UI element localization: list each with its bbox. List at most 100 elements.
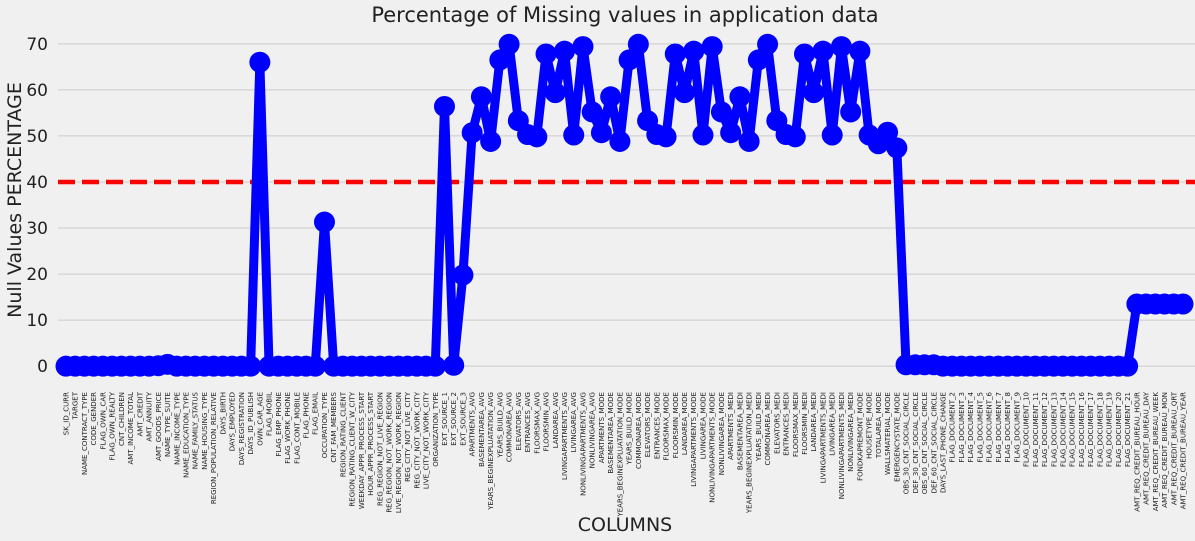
- data-point: [609, 130, 631, 152]
- x-tick-label: NAME_FAMILY_STATUS: [192, 391, 200, 469]
- x-tick-label: WALLSMATERIAL_MODE: [884, 392, 892, 475]
- x-tick-label: DAYS_BIRTH: [219, 392, 227, 435]
- x-tick-label: YEARS_BUILD_MODE: [626, 392, 634, 465]
- x-tick-label: FLAG_DOCUMENT_14: [1059, 391, 1067, 467]
- data-point: [443, 354, 465, 376]
- data-point: [877, 121, 899, 143]
- x-tick-label: FLAG_DOCUMENT_18: [1096, 392, 1104, 467]
- x-tick-label: LIVINGAPARTMENTS_MEDI: [819, 392, 827, 483]
- x-tick-label: REGION_RATING_CLIENT_W_CITY: [349, 391, 357, 506]
- y-axis-ticks: 0 10 20 30 40 50 60 70: [26, 35, 48, 377]
- x-tick-label: YEARS_BEGINEXPLUATATION_AVG: [487, 392, 495, 511]
- x-tick-label: FLOORSMAX_MEDI: [792, 392, 800, 457]
- x-tick-label: FLAG_DOCUMENT_4: [967, 391, 975, 462]
- x-tick-label: FLAG_DOCUMENT_12: [1041, 392, 1049, 467]
- y-tick-label: 50: [26, 127, 48, 147]
- y-tick-label: 70: [26, 35, 48, 55]
- x-tick-label: FLAG_DOCUMENT_7: [995, 392, 1003, 463]
- data-point: [674, 82, 696, 104]
- x-tick-label: AMT_REQ_CREDIT_BUREAU_QRT: [1170, 391, 1178, 505]
- x-tick-label: LIVE_CITY_NOT_WORK_CITY: [423, 391, 431, 489]
- x-tick-label: FLAG_DOCUMENT_8: [1004, 392, 1012, 463]
- x-tick-label: NONLIVINGAREA_MEDI: [847, 392, 855, 472]
- x-tick-label: FLOORSMAX_MODE: [663, 392, 671, 461]
- x-tick-label: LIVINGAREA_MODE: [699, 392, 707, 459]
- data-point: [812, 40, 834, 62]
- x-tick-label: FLAG_CONT_MOBILE: [293, 392, 301, 464]
- x-tick-label: FLAG_DOCUMENT_16: [1078, 391, 1086, 467]
- x-tick-label: FLAG_DOCUMENT_13: [1050, 392, 1058, 467]
- x-tick-label: LIVE_REGION_NOT_WORK_REGION: [395, 392, 403, 513]
- data-point: [729, 86, 751, 108]
- x-tick-label: APARTMENTS_AVG: [469, 392, 477, 456]
- x-tick-label: COMMONAREA_MODE: [635, 392, 643, 469]
- y-tick-label: 10: [26, 311, 48, 331]
- x-tick-label: LANDAREA_MEDI: [810, 392, 818, 452]
- x-tick-label: DAYS_ID_PUBLISH: [247, 392, 255, 455]
- data-point: [553, 40, 575, 62]
- data-point: [720, 122, 742, 144]
- x-tick-label: FLOORSMIN_AVG: [543, 392, 551, 451]
- y-axis-label: Null Values PERCENTAGE: [4, 82, 26, 318]
- x-tick-label: LANDAREA_AVG: [552, 392, 560, 448]
- x-tick-label: FLAG_DOCUMENT_11: [1032, 392, 1040, 467]
- data-point: [849, 40, 871, 62]
- x-tick-label: NAME_EDUCATION_TYPE: [183, 392, 191, 478]
- data-point: [618, 49, 640, 71]
- x-tick-label: FLAG_DOCUMENT_3: [958, 392, 966, 463]
- x-tick-label: REG_REGION_NOT_LIVE_REGION: [376, 392, 384, 506]
- x-tick-label: YEARS_BUILD_MEDI: [755, 392, 763, 462]
- x-tick-label: CNT_FAM_MEMBERS: [330, 391, 338, 462]
- data-point: [784, 126, 806, 148]
- x-tick-label: NONLIVINGAREA_MODE: [718, 392, 726, 475]
- data-point: [886, 137, 908, 159]
- x-tick-label: ELEVATORS_MEDI: [773, 392, 781, 454]
- x-tick-label: ELEVATORS_AVG: [515, 392, 523, 450]
- x-tick-label: FLAG_DOCUMENT_15: [1069, 392, 1077, 467]
- data-point: [313, 211, 335, 233]
- x-tick-label: BASEMENTAREA_MODE: [607, 392, 615, 474]
- x-tick-label: LIVINGAPARTMENTS_MODE: [690, 392, 698, 487]
- x-tick-label: NAME_INCOME_TYPE: [173, 392, 181, 465]
- x-tick-label: FLAG_OWN_CAR: [99, 392, 107, 450]
- x-tick-label: FLAG_DOCUMENT_19: [1106, 392, 1114, 467]
- x-tick-label: REGION_POPULATION_RELATIVE: [210, 392, 218, 504]
- data-point: [757, 33, 779, 55]
- data-point: [1117, 355, 1139, 377]
- x-tick-label: EXT_SOURCE_3: [459, 392, 467, 446]
- data-point: [526, 126, 548, 148]
- data-point: [830, 36, 852, 58]
- x-tick-label: FONDKAPREMONT_MODE: [856, 392, 864, 481]
- data-point: [794, 43, 816, 65]
- data-point: [683, 40, 705, 62]
- x-tick-label: AMT_REQ_CREDIT_BUREAU_DAY: [1143, 391, 1151, 504]
- x-tick-label: FLAG_OWN_REALTY: [109, 391, 117, 460]
- x-tick-label: YEARS_BEGINEXPLUATATION_MEDI: [746, 392, 754, 514]
- x-tick-label: CNT_CHILDREN: [118, 392, 126, 446]
- data-point: [433, 95, 455, 117]
- x-tick-label: AMT_REQ_CREDIT_BUREAU_HOUR: [1133, 392, 1141, 512]
- x-axis-ticks: SK_ID_CURR TARGET NAME_CONTRACT_TYPE CODE_G…: [63, 391, 1188, 517]
- x-tick-label: REG_CITY_NOT_WORK_CITY: [413, 391, 421, 488]
- x-tick-label: REGION_RATING_CLIENT: [339, 391, 347, 477]
- data-point: [498, 33, 520, 55]
- data-point: [701, 36, 723, 58]
- x-tick-label: AMT_ANNUITY: [146, 391, 154, 441]
- x-tick-label: APARTMENTS_MODE: [598, 392, 606, 463]
- x-tick-label: AMT_CREDIT: [136, 391, 144, 436]
- x-tick-label: EXT_SOURCE_1: [441, 392, 449, 446]
- x-tick-label: NAME_TYPE_SUITE: [164, 392, 172, 457]
- x-tick-label: NAME_CONTRACT_TYPE: [81, 392, 89, 475]
- data-point: [692, 124, 714, 146]
- x-tick-label: DAYS_EMPLOYED: [229, 392, 237, 451]
- x-tick-label: APARTMENTS_MEDI: [727, 392, 735, 460]
- y-tick-label: 0: [37, 357, 48, 377]
- x-tick-label: OWN_CAR_AGE: [256, 392, 264, 446]
- x-tick-label: NONLIVINGAREA_AVG: [589, 392, 597, 468]
- x-tick-label: NONLIVINGAPARTMENTS_MODE: [709, 392, 717, 503]
- x-tick-label: LIVINGAREA_MEDI: [829, 392, 837, 456]
- x-tick-label: DAYS_REGISTRATION: [238, 392, 246, 465]
- x-tick-label: LANDAREA_MODE: [681, 392, 689, 455]
- x-tick-label: OBS_30_CNT_SOCIAL_CIRCLE: [903, 392, 911, 494]
- data-point: [535, 43, 557, 65]
